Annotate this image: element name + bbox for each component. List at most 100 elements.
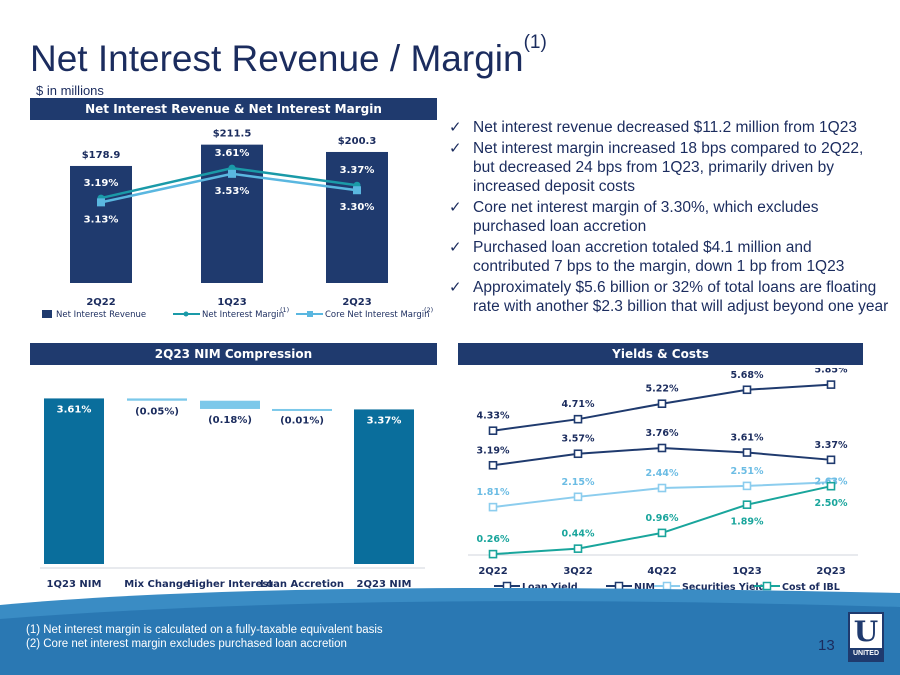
cost-of-ibl-marker [488, 549, 498, 559]
bullet-item: ✓ Net interest revenue decreased $11.2 mi… [449, 119, 857, 136]
core-nim-marker [228, 169, 236, 178]
bullet-item: ✓ Net interest margin increased 18 bps co… [449, 140, 864, 195]
securities-yield-data-label: 2.51% [731, 466, 764, 477]
securities-yield-marker [573, 492, 583, 502]
nim-data-label: 3.61% [731, 433, 764, 444]
waterfall-change-bar [272, 408, 332, 411]
nim-marker [657, 443, 667, 453]
nir-bar [70, 165, 132, 283]
loan-yield-marker [826, 380, 836, 389]
nir-bar-value-label: $211.5 [213, 129, 252, 140]
legend-nim-label: NIM [634, 582, 655, 593]
waterfall-chart-header: 2Q23 NIM Compression [30, 343, 437, 365]
logo-word: UNITED [850, 648, 882, 660]
legend-cost-of-ibl-label: Cost of IBL [782, 582, 840, 593]
waterfall-total-bar [354, 409, 414, 564]
cost-of-ibl-data-label: 0.26% [477, 534, 510, 545]
yields-chart: 4.33% 4.71% 5.22% 5.68% 5.85% 3.19% 3.57% 3.76%… [468, 368, 858, 593]
page-title-footnote-mark: (1) [523, 32, 547, 53]
nim-data-label: 3.61% [215, 148, 250, 159]
cost-of-ibl-marker [742, 500, 752, 509]
check-icon: ✓ [449, 140, 462, 157]
nir-x-tick-label: 2Q22 [86, 297, 115, 308]
nir-x-tick-label: 2Q23 [342, 297, 371, 308]
legend-cost-of-ibl-marker [762, 581, 772, 591]
cost-of-ibl-marker [657, 528, 667, 538]
waterfall-total-bar [44, 398, 104, 564]
legend-core-nim-label: Core Net Interest Margin [325, 310, 430, 320]
cost-of-ibl-marker [573, 544, 583, 553]
footnote: (2) Core net interest margin excludes pu… [26, 638, 347, 650]
waterfall-data-label: (0.01%) [280, 415, 324, 426]
yields-x-tick-label: 1Q23 [732, 566, 761, 577]
securities-yield-marker [488, 502, 498, 512]
legend-core-nim-marker [307, 311, 313, 317]
check-icon: ✓ [449, 279, 462, 296]
nim-marker [573, 449, 583, 459]
loan-yield-data-label: 5.85% [815, 368, 848, 376]
nim-marker [826, 455, 836, 465]
nir-bar-value-label: $178.9 [82, 150, 121, 161]
waterfall-data-label: 3.37% [367, 415, 402, 426]
core-nim-marker [353, 186, 361, 195]
waterfall-change-bar [200, 400, 260, 409]
check-icon: ✓ [449, 119, 462, 136]
loan-yield-marker [657, 399, 667, 409]
legend-loan-yield-label: Loan Yield [522, 582, 578, 593]
united-logo: U UNITED [848, 612, 884, 662]
nim-data-label: 3.19% [84, 178, 119, 189]
footnote: (1) Net interest margin is calculated on… [26, 624, 383, 636]
securities-yield-data-label: 2.44% [646, 468, 679, 479]
waterfall-chart: 3.61% (0.05%) (0.18%) (0.01%) 3.37% 1Q23 NIM M… [40, 398, 425, 604]
waterfall-data-label: 3.61% [57, 404, 92, 415]
waterfall-x-tick-label: 2Q23 NIM [357, 579, 412, 590]
core-nim-marker [97, 198, 105, 207]
nir-bar-value-label: $200.3 [338, 136, 377, 147]
core-nim-data-label: 3.13% [84, 214, 119, 225]
nim-marker [488, 460, 498, 470]
waterfall-change-bar [127, 398, 187, 401]
cost-of-ibl-data-label: 1.89% [731, 517, 764, 528]
cost-of-ibl-marker [826, 481, 836, 491]
legend-nir-label: Net Interest Revenue [56, 310, 146, 320]
cost-of-ibl-data-label: 0.96% [646, 513, 679, 524]
bullet-item: ✓ Purchased loan accretion totaled $4.1 m… [449, 239, 845, 275]
legend-core-nim-footnote-mark: (2) [424, 306, 433, 314]
nim-data-label: 3.57% [562, 434, 595, 445]
loan-yield-data-label: 4.71% [562, 399, 595, 410]
loan-yield-marker [573, 414, 583, 424]
nim-data-label: 3.37% [815, 440, 848, 451]
nir-chart: $178.9 2Q22 $211.5 1Q23 $200.3 2Q23 3.19% 3.61%… [42, 129, 433, 320]
waterfall-x-tick-label: Loan Accretion [260, 579, 344, 590]
legend-nim-label: Net Interest Margin [202, 310, 284, 320]
legend-nim-marker [183, 311, 189, 317]
cost-of-ibl-data-label: 0.44% [562, 529, 595, 540]
waterfall-data-label: (0.18%) [208, 415, 252, 426]
yields-x-tick-label: 3Q22 [563, 566, 592, 577]
nim-data-label: 3.76% [646, 428, 679, 439]
loan-yield-data-label: 5.22% [646, 384, 679, 395]
legend-nir-swatch [42, 310, 52, 318]
legend-nim-footnote-mark: (1) [280, 306, 289, 314]
page-title: Net Interest Revenue / Margin(1) [30, 32, 547, 80]
nim-data-label: 3.19% [477, 445, 510, 456]
securities-yield-marker [657, 483, 667, 493]
footnotes: (1) Net interest margin is calculated on… [26, 623, 383, 651]
loan-yield-marker [488, 426, 498, 436]
bullet-item: ✓ Core net interest margin of 3.30%, whic… [449, 199, 819, 235]
cost-of-ibl-data-label: 2.50% [815, 498, 848, 509]
loan-yield-data-label: 4.33% [477, 411, 510, 422]
page-title-text: Net Interest Revenue / Margin [30, 38, 524, 79]
units-subtitle: $ in millions [36, 83, 104, 98]
check-icon: ✓ [449, 239, 462, 256]
securities-yield-data-label: 1.81% [477, 487, 510, 498]
securities-yield-marker [742, 481, 752, 491]
securities-yield-data-label: 2.63% [815, 476, 848, 487]
yields-x-tick-label: 2Q23 [816, 566, 845, 577]
waterfall-x-tick-label: Mix Change [124, 579, 190, 590]
core-nim-data-label: 3.30% [340, 202, 375, 213]
bullet-list: ✓ Net interest revenue decreased $11.2 mi… [449, 118, 889, 318]
nir-chart-header: Net Interest Revenue & Net Interest Marg… [30, 98, 437, 120]
waterfall-x-tick-label: 1Q23 NIM [47, 579, 102, 590]
page-number: 13 [818, 637, 835, 654]
